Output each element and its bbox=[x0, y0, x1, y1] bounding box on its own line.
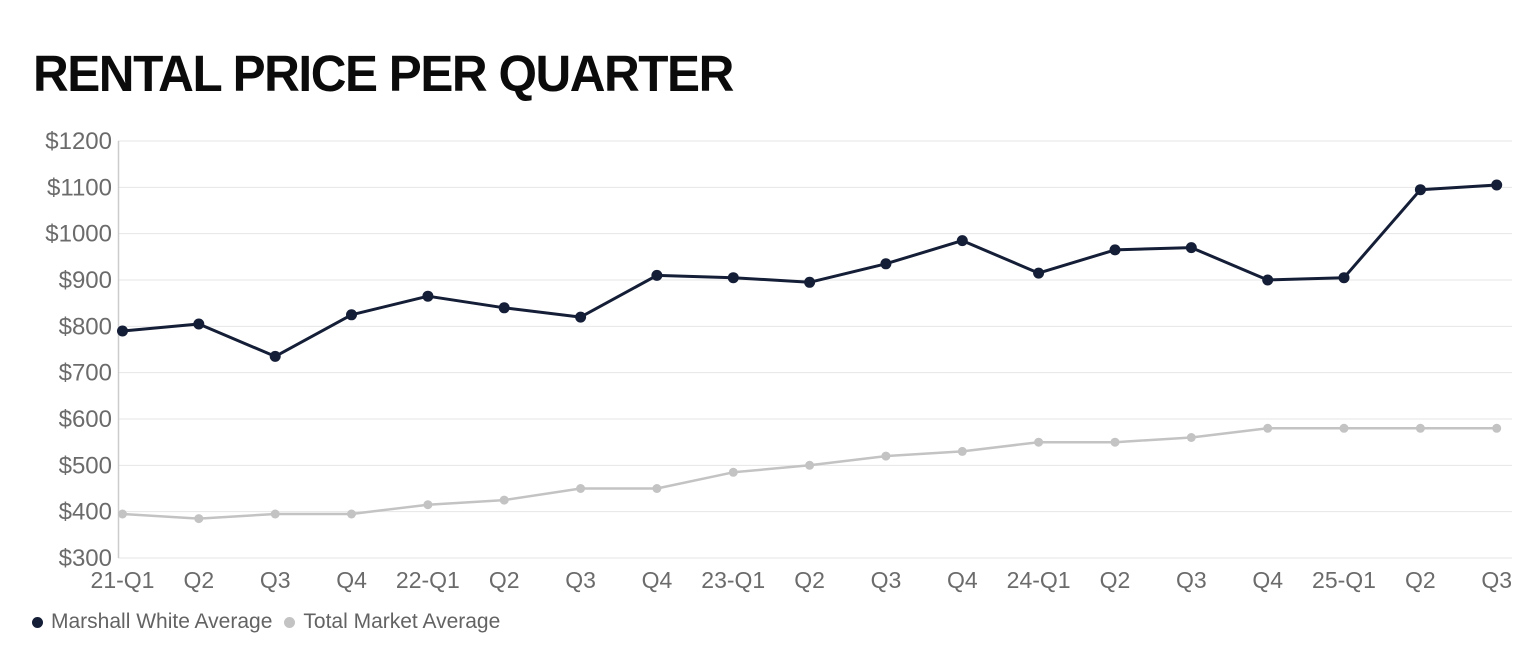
x-tick-label: Q4 bbox=[947, 567, 978, 593]
legend-item-marshall-white: Marshall White Average bbox=[32, 610, 272, 634]
data-point-marshall-white-average bbox=[193, 318, 205, 330]
data-point-marshall-white-average bbox=[1491, 179, 1503, 191]
series-line-marshall-white-average bbox=[121, 183, 1499, 358]
legend-dot-total-market-icon bbox=[284, 616, 296, 628]
x-tick-label: Q3 bbox=[260, 567, 291, 593]
x-tick-label: Q3 bbox=[1481, 567, 1512, 593]
chart-legend: Marshall White Average Total Market Aver… bbox=[32, 610, 500, 634]
data-point-marshall-white-average bbox=[956, 235, 968, 247]
x-tick-label: Q3 bbox=[871, 567, 902, 593]
x-tick-label: Q4 bbox=[642, 567, 673, 593]
legend-dot-marshall-white-icon bbox=[32, 616, 43, 628]
x-tick-label: Q2 bbox=[489, 567, 520, 593]
data-point-total-market-average bbox=[347, 509, 356, 519]
series-marshall-white-average bbox=[117, 179, 1503, 362]
x-tick-label: 21-Q1 bbox=[91, 567, 155, 593]
data-point-marshall-white-average bbox=[1185, 242, 1197, 254]
x-tick-label: Q3 bbox=[565, 567, 596, 593]
chart-title: RENTAL PRICE PER QUARTER bbox=[33, 45, 734, 102]
x-tick-label: 22-Q1 bbox=[396, 567, 460, 593]
x-tick-label: 25-Q1 bbox=[1312, 567, 1376, 593]
data-point-total-market-average bbox=[423, 500, 433, 510]
y-tick-label: $600 bbox=[59, 406, 112, 433]
data-point-marshall-white-average bbox=[880, 258, 892, 270]
data-point-marshall-white-average bbox=[346, 309, 357, 321]
data-point-total-market-average bbox=[499, 495, 509, 505]
data-point-marshall-white-average bbox=[1338, 272, 1350, 284]
data-point-marshall-white-average bbox=[1414, 184, 1426, 196]
data-point-marshall-white-average bbox=[727, 272, 739, 284]
y-axis-labels: $300 $400 $500 $600 $700 $800 $900 $1000 $1100 $1… bbox=[45, 128, 112, 572]
legend-item-total-market: Total Market Average bbox=[284, 610, 500, 634]
x-tick-label: Q3 bbox=[1176, 567, 1207, 593]
data-point-marshall-white-average bbox=[1262, 274, 1274, 286]
x-tick-label: Q2 bbox=[184, 567, 215, 593]
gridlines bbox=[118, 140, 1512, 559]
legend-label-marshall-white: Marshall White Average bbox=[51, 610, 273, 633]
y-tick-label: $500 bbox=[59, 452, 112, 479]
data-point-total-market-average bbox=[652, 484, 662, 493]
data-point-total-market-average bbox=[881, 451, 891, 461]
data-point-total-market-average bbox=[1263, 423, 1273, 433]
data-point-marshall-white-average bbox=[575, 311, 587, 323]
data-point-total-market-average bbox=[957, 446, 967, 456]
series-line-total-market-average bbox=[121, 427, 1498, 520]
legend-label-total-market: Total Market Average bbox=[303, 610, 501, 633]
data-point-total-market-average bbox=[270, 509, 280, 519]
x-tick-label: 24-Q1 bbox=[1007, 567, 1071, 593]
data-point-total-market-average bbox=[1339, 423, 1349, 433]
data-point-total-market-average bbox=[728, 467, 738, 477]
y-tick-label: $800 bbox=[59, 313, 112, 340]
data-point-total-market-average bbox=[194, 514, 204, 524]
data-point-marshall-white-average bbox=[117, 325, 128, 337]
data-point-total-market-average bbox=[1110, 437, 1120, 447]
y-tick-label: $300 bbox=[59, 545, 112, 572]
data-point-marshall-white-average bbox=[651, 269, 663, 281]
data-point-total-market-average bbox=[118, 509, 127, 519]
data-point-marshall-white-average bbox=[422, 290, 434, 302]
data-point-marshall-white-average bbox=[269, 350, 281, 362]
y-tick-label: $1200 bbox=[45, 128, 112, 155]
y-tick-label: $700 bbox=[59, 360, 112, 387]
data-point-total-market-average bbox=[576, 484, 586, 493]
series-total-market-average bbox=[118, 423, 1502, 524]
x-tick-label: Q4 bbox=[336, 567, 367, 593]
x-tick-label: Q4 bbox=[1252, 567, 1283, 593]
data-point-marshall-white-average bbox=[498, 302, 510, 314]
x-tick-label: Q2 bbox=[794, 567, 825, 593]
data-point-total-market-average bbox=[1415, 423, 1425, 433]
y-tick-label: $900 bbox=[59, 267, 112, 294]
data-point-total-market-average bbox=[1492, 423, 1502, 433]
data-point-marshall-white-average bbox=[1109, 244, 1121, 256]
data-point-total-market-average bbox=[805, 460, 815, 470]
y-tick-label: $1000 bbox=[45, 221, 112, 248]
data-point-marshall-white-average bbox=[1033, 267, 1045, 279]
x-tick-label: Q2 bbox=[1100, 567, 1131, 593]
x-tick-label: 23-Q1 bbox=[701, 567, 765, 593]
y-tick-label: $400 bbox=[59, 499, 112, 526]
x-tick-label: Q2 bbox=[1405, 567, 1436, 593]
data-point-marshall-white-average bbox=[804, 276, 816, 288]
x-axis-labels: 21-Q1 Q2 Q3 Q4 22-Q1 Q2 Q3 Q4 23-Q1 Q2 Q3 Q4 24-Q1 Q2… bbox=[91, 567, 1513, 593]
data-point-total-market-average bbox=[1034, 437, 1044, 447]
y-tick-label: $1100 bbox=[47, 174, 112, 201]
data-point-total-market-average bbox=[1186, 433, 1196, 442]
